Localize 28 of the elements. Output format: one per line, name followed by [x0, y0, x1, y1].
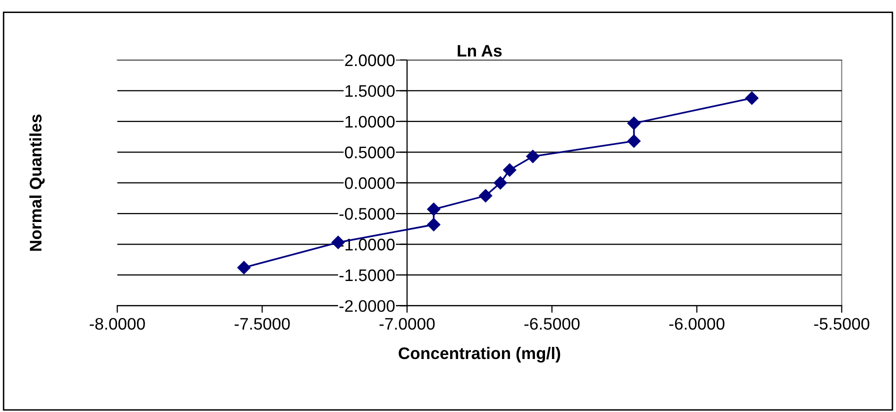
x-axis-title: Concentration (mg/l) [398, 346, 560, 363]
x-tick-label: -6.0000 [669, 318, 724, 330]
point [237, 261, 251, 274]
y-tick-label: -1.0000 [339, 238, 395, 250]
point [503, 163, 516, 177]
y-tick-label: -0.5000 [339, 208, 395, 220]
x-tick-label: -5.5000 [814, 318, 870, 330]
point [745, 91, 758, 105]
y-axis-title: Normal Quantiles [29, 114, 45, 251]
y-tick-label: -2.0000 [339, 300, 395, 312]
point [526, 150, 540, 164]
y-tick-label: 1.5000 [346, 85, 395, 97]
point [478, 189, 492, 202]
point [494, 176, 507, 190]
y-tick-label: 1.0000 [346, 116, 395, 128]
y-tick-label: 0.5000 [344, 146, 395, 158]
y-tick-label: 2.0000 [345, 54, 395, 66]
point [427, 202, 440, 216]
y-tick-label: -1.5000 [339, 269, 395, 282]
x-tick-label: -7.0000 [380, 318, 435, 330]
y-tick-label: 0.0000 [344, 177, 395, 190]
point [627, 134, 641, 148]
point [627, 116, 641, 130]
x-tick-label: -7.5000 [234, 318, 290, 330]
x-tick-label: -8.0000 [90, 318, 145, 330]
chart-title: Ln As [458, 45, 502, 57]
x-tick-label: -6.5000 [524, 318, 580, 330]
point [427, 218, 440, 232]
